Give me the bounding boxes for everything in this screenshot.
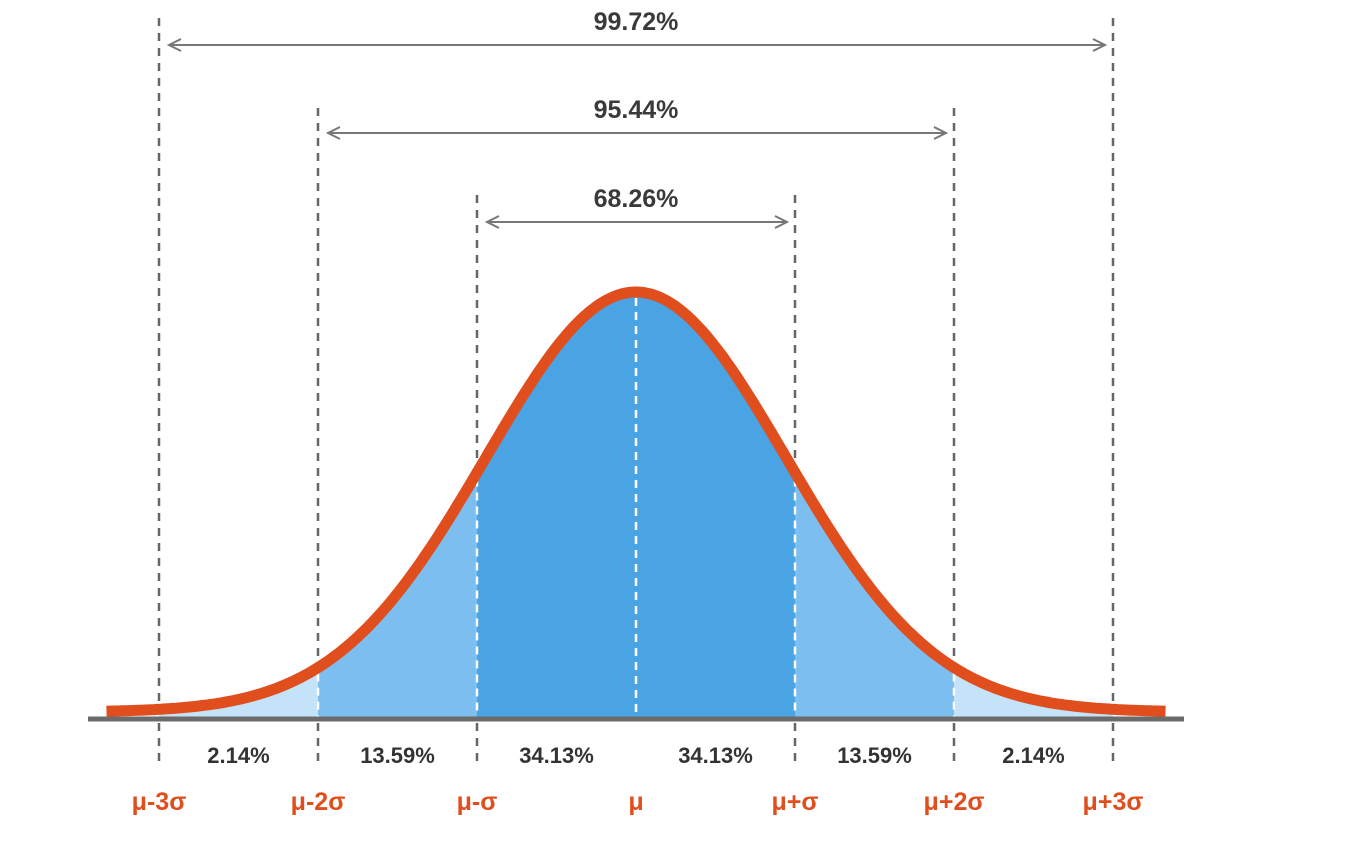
x-tick-label: μ+2σ bbox=[924, 788, 985, 816]
arrowhead-left-icon bbox=[166, 38, 182, 52]
interval-label-3sigma: 99.72% bbox=[594, 8, 679, 36]
segment-label: 34.13% bbox=[678, 743, 753, 768]
area-segment-4 bbox=[636, 292, 795, 719]
x-tick-label: μ-σ bbox=[457, 788, 498, 816]
arrowhead-right-icon bbox=[933, 126, 949, 140]
interval-label-1sigma: 68.26% bbox=[594, 185, 679, 213]
interval-label-2sigma: 95.44% bbox=[594, 96, 679, 124]
segment-label: 13.59% bbox=[837, 743, 912, 768]
x-tick-label: μ-3σ bbox=[132, 788, 187, 816]
segment-label: 2.14% bbox=[1002, 743, 1064, 768]
arrowhead-right-icon bbox=[1092, 38, 1108, 52]
area-segment-3 bbox=[477, 292, 636, 719]
x-tick-label: μ bbox=[628, 788, 643, 816]
x-tick-label: μ+3σ bbox=[1083, 788, 1144, 816]
segment-label: 2.14% bbox=[207, 743, 269, 768]
density-curve bbox=[106, 286, 1166, 717]
arrowhead-right-icon bbox=[774, 215, 790, 229]
x-tick-label: μ+σ bbox=[772, 788, 819, 816]
arrowhead-left-icon bbox=[484, 215, 500, 229]
x-tick-label: μ-2σ bbox=[291, 788, 346, 816]
arrowhead-left-icon bbox=[325, 126, 341, 140]
segment-label: 34.13% bbox=[519, 743, 594, 768]
segment-label: 13.59% bbox=[360, 743, 435, 768]
